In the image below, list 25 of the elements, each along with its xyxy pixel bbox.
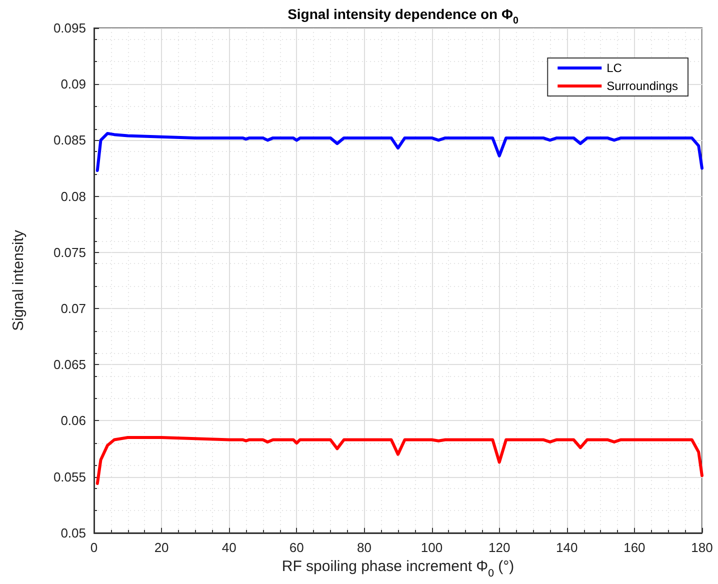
y-tick-label: 0.095 xyxy=(53,20,86,36)
y-tick-label: 0.065 xyxy=(53,357,86,372)
legend-label: Surroundings xyxy=(606,79,678,93)
x-tick-label: 0 xyxy=(90,540,98,555)
x-tick-label: 140 xyxy=(556,540,578,555)
x-tick-label: 60 xyxy=(289,540,304,555)
x-tick-label: 40 xyxy=(222,540,236,555)
y-axis-title: Signal intensity xyxy=(10,229,27,331)
x-tick-label: 160 xyxy=(624,540,646,555)
x-tick-label: 120 xyxy=(488,540,510,555)
y-tick-label: 0.085 xyxy=(53,132,86,148)
y-tick-label: 0.05 xyxy=(60,525,86,540)
y-tick-label: 0.075 xyxy=(53,244,86,260)
x-tick-label: 180 xyxy=(691,540,713,555)
y-tick-label: 0.055 xyxy=(53,469,86,484)
y-tick-label: 0.09 xyxy=(60,76,86,92)
legend-label: LC xyxy=(606,61,622,75)
line-series xyxy=(96,132,704,172)
x-tick-label: 80 xyxy=(356,540,372,555)
y-tick-label: 0.08 xyxy=(60,188,86,204)
y-tick-label: 0.06 xyxy=(60,413,86,428)
x-tick-label: 20 xyxy=(154,540,169,555)
y-tick-label: 0.07 xyxy=(60,300,86,316)
line-series xyxy=(96,436,704,485)
x-tick-label: 100 xyxy=(420,540,443,555)
